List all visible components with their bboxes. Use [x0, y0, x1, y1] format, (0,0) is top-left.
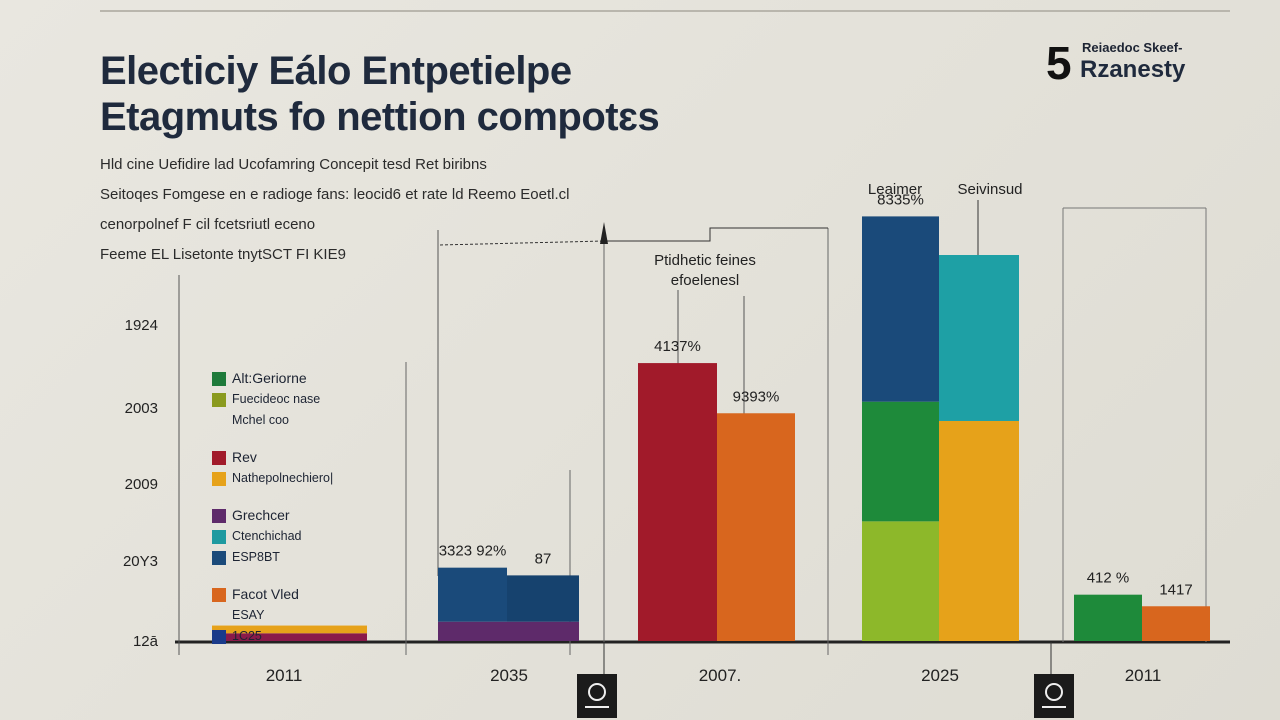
logo-small-text: Reiaedoc Skeef- [1082, 40, 1183, 55]
bar-segment [939, 420, 1019, 641]
chart-labels: 3323 92% 87 4137% 9393% 8335% 412 % 1417 12ā 20Y… [123, 181, 1193, 685]
data-label: 9393% [733, 388, 780, 405]
bar-segment [638, 363, 717, 641]
x-tick-label: 2011 [1125, 666, 1162, 685]
title-line-1: Electiciy Eálo Entpetielpe [100, 49, 572, 93]
legend-label: Alt:Geriorne [232, 370, 307, 386]
legend-item: ESP8BT [212, 547, 333, 568]
legend-item: Mchel coo [212, 410, 333, 431]
legend-item: 1C25 [212, 626, 333, 647]
chart-legend: Alt:Geriorne Fuecideoc nase Mchel coo Rev Na… [212, 368, 333, 647]
y-tick-label: 2003 [125, 400, 158, 417]
target-icon[interactable] [1034, 674, 1074, 718]
legend-label: Nathepolnechiero| [232, 471, 334, 485]
legend-label: Fuecideoc nase [232, 392, 321, 406]
legend-swatch [212, 392, 226, 407]
marker-triangle [600, 222, 608, 244]
legend-label: Facot Vled [232, 586, 299, 602]
bar-segment [438, 567, 507, 622]
y-tick-label: 20Y3 [123, 553, 158, 570]
data-label: 87 [535, 550, 552, 567]
data-label: 3323 92% [439, 543, 507, 560]
y-tick-label: 12ā [133, 633, 159, 650]
chart-annotation: Ptidhetic feines [654, 252, 756, 269]
legend-label: Ctenchichad [232, 529, 302, 543]
legend-swatch [212, 629, 226, 644]
bar-segment [507, 621, 579, 641]
legend-swatch [212, 371, 226, 386]
guide-line [604, 227, 828, 242]
y-tick-label: 1924 [125, 317, 158, 334]
bar-segment [717, 413, 795, 641]
bar-segment [507, 575, 579, 622]
bar-segment [862, 521, 939, 641]
legend-label: Rev [232, 449, 257, 465]
data-label: 412 % [1087, 570, 1130, 587]
x-tick-label: 2035 [490, 666, 528, 685]
y-tick-label: 2009 [125, 476, 158, 493]
legend-swatch [212, 550, 226, 565]
data-label: 4137% [654, 338, 701, 355]
legend-gap [212, 489, 333, 505]
subtitle-line: Seitoqes Fomgese en e radioge fans: leoc… [100, 186, 570, 203]
page-title: Electiciy Eálo Entpetielpe Etagmuts fo n… [100, 48, 660, 140]
legend-label: 1C25 [232, 629, 262, 643]
subtitle-block: Hld cine Uefidire lad Ucofamring Concepi… [100, 150, 700, 270]
bar-segment [1074, 594, 1142, 641]
legend-item: Nathepolnechiero| [212, 468, 333, 489]
x-tick-label: 2007. [699, 666, 742, 685]
chart-annotation: Seivinsud [957, 181, 1022, 198]
legend-label: Grechcer [232, 507, 290, 523]
subtitle-line: cenorpolnef F cil fcetsriutl eceno [100, 216, 316, 233]
legend-swatch [212, 471, 226, 486]
legend-gap [212, 568, 333, 584]
legend-item: Alt:Geriorne [212, 368, 333, 389]
data-label: 8335% [877, 191, 924, 208]
legend-swatch [212, 587, 226, 602]
legend-item: Fuecideoc nase [212, 389, 333, 410]
x-tick-label: 2011 [266, 666, 303, 685]
legend-gap [212, 431, 333, 447]
target-icon[interactable] [577, 674, 617, 718]
legend-item: ESAY [212, 605, 333, 626]
legend-swatch [212, 508, 226, 523]
x-tick-label: 2025 [921, 666, 959, 685]
legend-swatch [212, 450, 226, 465]
legend-item: Ctenchichad [212, 526, 333, 547]
chart-bars [212, 216, 1210, 641]
guide-line [439, 240, 605, 246]
bar-segment [212, 633, 367, 641]
legend-item: Facot Vled [212, 584, 333, 605]
legend-item: Rev [212, 447, 333, 468]
bar-segment [862, 401, 939, 522]
legend-swatch [212, 529, 226, 544]
title-line-2: Etagmuts fo nettion compotɛs [100, 95, 660, 139]
legend-label: Mchel coo [232, 413, 289, 427]
top-rule [100, 10, 1230, 12]
chart-annotation: Leaimer [868, 181, 922, 198]
logo-big-text: Rzanesty [1080, 56, 1186, 83]
legend-label: ESP8BT [232, 550, 280, 564]
subtitle-line: Feeme EL Lisetonte tnytSCT FI KIE9 [100, 246, 346, 263]
bar-segment [1142, 606, 1210, 641]
chart-annotation: efoelenesl [671, 272, 739, 289]
logo-number: 5 [1046, 37, 1072, 89]
legend-item: Grechcer [212, 505, 333, 526]
bar-segment [862, 216, 939, 402]
bar-segment [438, 621, 507, 641]
subtitle-line: Hld cine Uefidire lad Ucofamring Concepi… [100, 156, 487, 173]
data-label: 1417 [1159, 581, 1192, 598]
bar-segment [212, 625, 367, 634]
bar-segment [939, 255, 1019, 421]
legend-label: ESAY [232, 608, 265, 622]
